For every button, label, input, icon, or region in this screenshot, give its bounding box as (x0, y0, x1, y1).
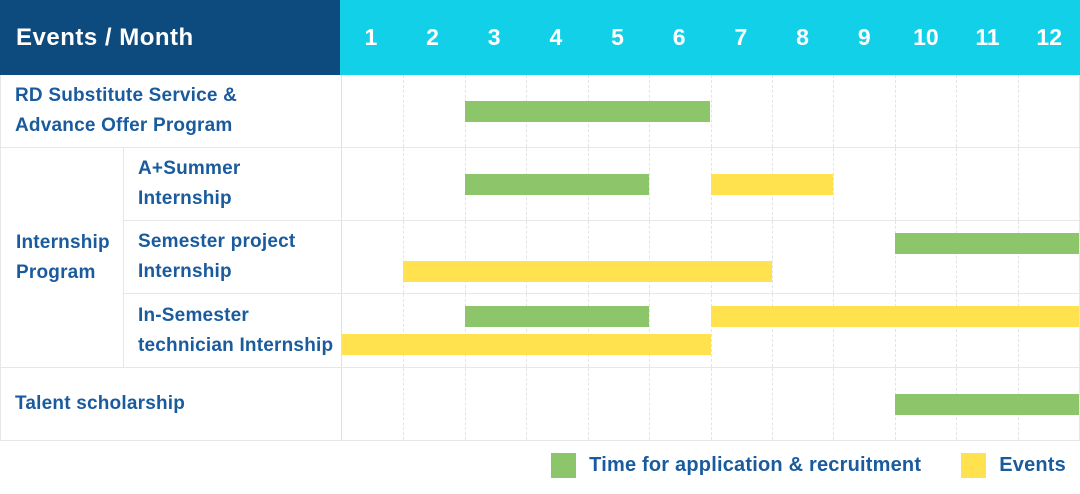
month-header: 11 (975, 24, 1000, 50)
event-bar (710, 174, 834, 195)
legend-label-application: Time for application & recruitment (589, 454, 922, 476)
application-bar (894, 233, 1079, 254)
internship-program-group: Internship Program A+Summer Internship S… (1, 148, 1079, 368)
month-gridline (464, 221, 466, 293)
month-gridline (710, 368, 712, 440)
month-gridline (710, 221, 712, 293)
month-gridline (1017, 221, 1019, 293)
month-gridline (894, 221, 896, 293)
application-bar (894, 394, 1079, 415)
legend-item-application: Time for application & recruitment (551, 453, 921, 478)
month-header: 9 (857, 24, 871, 50)
row-label-talent-scholarship: Talent scholarship (15, 393, 186, 414)
month-gridline (710, 75, 712, 147)
table-body: RD Substitute Service & Advance Offer Pr… (0, 75, 1080, 441)
month-gridline (1017, 148, 1019, 220)
application-bar (464, 101, 711, 122)
month-gridline (649, 294, 651, 367)
group-label-internship-program: Internship Program (1, 148, 124, 367)
table-header: Events / Month 1 2 3 4 5 6 7 8 9 10 11 1… (0, 0, 1080, 75)
month-header: 4 (549, 24, 563, 50)
table-row: In-Semester technician Internship (124, 294, 1079, 367)
table-row: RD Substitute Service & Advance Offer Pr… (1, 75, 1079, 148)
month-gridline (894, 294, 896, 367)
month-gridline (649, 221, 651, 293)
application-swatch-icon (551, 453, 577, 478)
month-header: 8 (796, 24, 809, 50)
month-gridline (1017, 75, 1019, 147)
gantt-row-chart (341, 368, 1079, 440)
month-header: 12 (1036, 24, 1063, 50)
month-gridline (833, 221, 835, 293)
month-gridline (771, 294, 773, 367)
event-bar (710, 306, 1079, 327)
row-label-in-semester-technician: In-Semester technician Internship (138, 304, 334, 356)
event-bar (403, 261, 772, 282)
month-gridline (771, 75, 773, 147)
month-gridline (403, 148, 405, 220)
month-gridline (894, 75, 896, 147)
month-header: 5 (611, 24, 624, 50)
month-gridline (649, 368, 651, 440)
month-gridline (464, 294, 466, 367)
month-gridline (956, 148, 958, 220)
table-title: Events / Month (0, 0, 340, 75)
month-header: 3 (487, 24, 501, 50)
month-gridline (649, 148, 651, 220)
legend-label-events: Events (999, 454, 1066, 476)
application-bar (464, 306, 650, 327)
legend-item-events: Events (961, 453, 1066, 478)
table-row: A+Summer Internship (124, 148, 1079, 221)
month-header: 6 (672, 24, 686, 50)
application-bar (464, 174, 650, 195)
month-gridline (587, 294, 589, 367)
month-header: 1 (364, 24, 378, 50)
month-gridline (587, 221, 589, 293)
month-gridline (464, 368, 466, 440)
month-header: 10 (913, 24, 939, 50)
month-gridline (587, 368, 589, 440)
group-rows: A+Summer Internship Semester project Int… (124, 148, 1079, 367)
event-bar (342, 334, 711, 355)
gantt-row-chart (341, 221, 1079, 293)
month-gridline (833, 294, 835, 367)
table-row: Talent scholarship (1, 368, 1079, 441)
month-gridline (771, 368, 773, 440)
row-label-semester-project: Semester project Internship (138, 231, 296, 282)
table-row: Semester project Internship (124, 221, 1079, 294)
month-gridline (403, 294, 405, 367)
gantt-row-chart (341, 294, 1079, 367)
gantt-row-chart (341, 75, 1079, 147)
month-gridline (894, 148, 896, 220)
month-header: 2 (426, 24, 439, 50)
legend: Time for application & recruitment Event… (551, 453, 1066, 478)
month-header-row: 1 2 3 4 5 6 7 8 9 10 11 12 (340, 0, 1080, 75)
month-gridline (956, 75, 958, 147)
row-label-rd-substitute: RD Substitute Service & Advance Offer Pr… (15, 85, 238, 136)
month-gridline (710, 294, 712, 367)
month-gridline (956, 221, 958, 293)
month-gridline (526, 294, 528, 367)
month-gridline (833, 368, 835, 440)
row-label-a-plus-summer: A+Summer Internship (138, 158, 241, 209)
month-gridline (1017, 294, 1019, 367)
month-gridline (771, 221, 773, 293)
month-gridline (526, 221, 528, 293)
month-header: 7 (734, 24, 748, 50)
events-swatch-icon (961, 453, 987, 478)
month-gridline (403, 75, 405, 147)
month-gridline (833, 75, 835, 147)
month-gridline (833, 148, 835, 220)
gantt-row-chart (341, 148, 1079, 220)
month-gridline (403, 368, 405, 440)
month-gridline (403, 221, 405, 293)
month-gridline (956, 294, 958, 367)
month-gridline (526, 368, 528, 440)
